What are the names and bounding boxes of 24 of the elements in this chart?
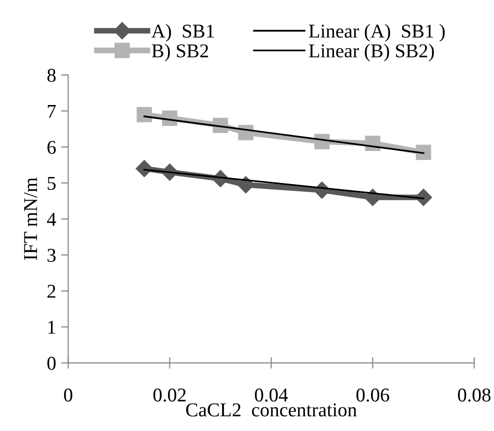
y-axis-title: IFT mN/m <box>24 178 38 260</box>
y-tick-label: 3 <box>48 248 56 262</box>
legend-label: B) SB2 <box>152 44 208 62</box>
y-tick-label: 1 <box>48 320 56 334</box>
legend-label: Linear (B) SB2) <box>308 44 434 62</box>
x-axis-title: CaCL2 concentration <box>186 403 357 416</box>
point <box>416 144 432 160</box>
x-tick-label: 0.06 <box>356 388 390 402</box>
x-tick-label: 0.02 <box>153 388 186 402</box>
y-tick-label: 7 <box>48 104 56 118</box>
point <box>237 176 254 194</box>
point <box>136 106 152 122</box>
y-tick-label: 2 <box>48 284 56 298</box>
x-tick-label: 0.04 <box>254 388 288 402</box>
x-tick-label: 0 <box>64 388 72 402</box>
legend-label: A) SB1 <box>152 24 214 42</box>
y-tick-label: 0 <box>47 356 56 370</box>
x-tick-label: 0.08 <box>458 388 491 402</box>
y-tick-label: 5 <box>48 176 56 190</box>
y-tick-label: 4 <box>47 212 56 226</box>
point <box>136 160 153 178</box>
y-tick-label: 6 <box>47 140 56 154</box>
legend-label: Linear (A) SB1 ) <box>308 24 445 42</box>
y-tick-label: 8 <box>47 68 56 82</box>
